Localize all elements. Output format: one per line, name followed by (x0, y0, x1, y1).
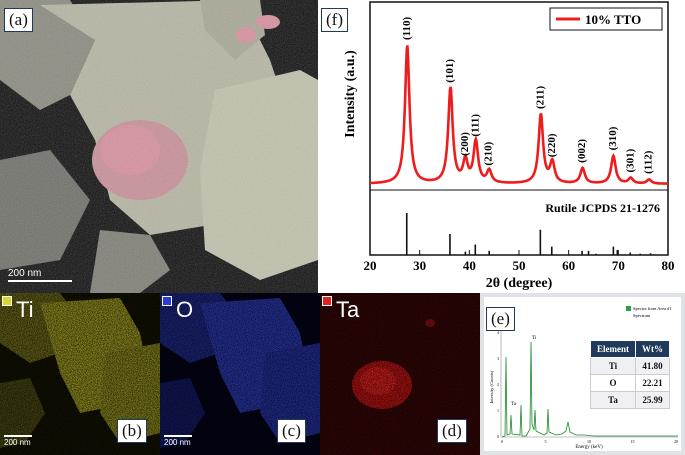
xrd-peak-labels: (110) (101) (200)(111)(210) (211) (220) (002)… (401, 16, 655, 173)
eds-legend-2: Spectrum (633, 313, 651, 318)
tem-particles-graphic (0, 0, 318, 293)
eds-spectrum-line (501, 341, 678, 438)
xrd-peak-label: (301) (624, 148, 636, 172)
xrd-tick-label: 80 (662, 258, 675, 273)
eds-xtick-label: 15 (631, 439, 635, 444)
panel-c-o-map: O 200 nm (c) (160, 293, 320, 455)
eds-xtick-label: 20 (674, 439, 678, 444)
eds-cell-wt: 41.80 (635, 357, 670, 375)
o-color-swatch (162, 296, 172, 306)
xrd-xlabel: 2θ (degree) (486, 276, 553, 291)
scalebar-text: 200 nm (4, 438, 31, 447)
scalebar-text: 200 nm (8, 268, 42, 279)
panel-b-scalebar: 200 nm (4, 434, 32, 447)
eds-table-header-element: Element (590, 340, 636, 358)
eds-ytick-label: 4 (497, 330, 499, 335)
xrd-peak-label: (002) (576, 139, 588, 163)
xrd-peak-label: (112) (643, 150, 655, 174)
eds-xtick-label: 5 (545, 439, 547, 444)
o-element-label: O (176, 297, 194, 322)
panel-a-scalebar: 200 nm (8, 268, 72, 282)
eds-ylabel: Intensity (Counts) (489, 370, 494, 403)
eds-plot-area: 0 1 2 3 4 0 5 10 15 20 Ti Ta Energy (keV) Intensi… (484, 297, 681, 451)
eds-cell-element: Ti (590, 357, 636, 375)
xrd-ylabel: Intensity (a.u.) (343, 50, 358, 138)
eds-ytick-label: 3 (497, 356, 499, 361)
xrd-tick-label: 30 (413, 258, 426, 273)
xrd-tick-label: 60 (562, 258, 575, 273)
xrd-tick-label: 20 (364, 258, 377, 273)
ti-element-label: Ti (16, 297, 34, 322)
xrd-svg: (110) (101) (200)(111)(210) (211) (220) (002)… (343, 1, 675, 291)
xrd-peak-label: (200) (459, 132, 471, 156)
eds-svg: 0 1 2 3 4 0 5 10 15 20 Ti Ta Energy (keV) Intensi… (489, 306, 678, 450)
panel-c-label: (c) (277, 419, 306, 443)
ta-color-swatch (322, 296, 332, 306)
panel-e-eds: 0 1 2 3 4 0 5 10 15 20 Ti Ta Energy (keV) Intensi… (480, 293, 685, 455)
xrd-peak-label: (220) (546, 133, 558, 157)
eds-xtick-label: 0 (501, 439, 503, 444)
eds-cell-element: O (590, 374, 636, 392)
xrd-series-line (370, 45, 668, 185)
xrd-tick-label: 70 (612, 258, 625, 273)
xrd-peak-label: (211) (534, 85, 546, 109)
xrd-legend-box (549, 7, 663, 31)
eds-ytick-label: 0 (497, 434, 499, 439)
eds-xtick-label: 10 (587, 439, 591, 444)
xrd-legend-text: 10% TTO (585, 12, 641, 27)
xrd-peak-label: (111) (469, 114, 481, 137)
eds-cell-element: Ta (590, 391, 636, 409)
eds-legend-swatch (626, 306, 631, 311)
panel-f-label: (f) (321, 8, 348, 32)
panel-b-label: (b) (117, 419, 147, 443)
panel-a-label: (a) (4, 8, 33, 32)
eds-peak-label-ti: Ti (532, 336, 537, 341)
ta-element-label: Ta (336, 297, 360, 322)
eds-peak-label-ta: Ta (511, 402, 517, 407)
eds-cell-wt: 25.99 (635, 391, 670, 409)
ti-map-graphic (0, 293, 160, 455)
eds-legend-1: Spectra from Area #1 (633, 306, 672, 311)
panel-d-ta-map: Ta (d) (320, 293, 480, 455)
panel-f-xrd-chart: (110) (101) (200) (111) (210) (211) (220) (002)… (318, 0, 685, 295)
eds-composition-table: Element Wt% Ti 41.80 O 22.21 Ta 25.99 (590, 340, 670, 409)
xrd-reference-label: Rutile JCPDS 21-1276 (545, 201, 660, 215)
xrd-tick-label: 50 (513, 258, 526, 273)
xrd-xticks: 20 30 40 50 60 70 80 (364, 250, 675, 273)
panel-e-label: (e) (486, 307, 515, 331)
eds-ytick-label: 2 (497, 382, 499, 387)
xrd-peak-label: (110) (401, 16, 413, 40)
xrd-peak-label: (310) (607, 126, 619, 150)
xrd-plot-frame (369, 1, 669, 256)
xrd-reference-lines (405, 213, 652, 255)
eds-cell-wt: 22.21 (635, 374, 670, 392)
table-row: O 22.21 (590, 374, 670, 392)
scalebar-text: 200 nm (164, 438, 191, 447)
eds-table-header-wt: Wt% (635, 340, 670, 358)
panel-a-tem-image: (a) 200 nm (0, 0, 318, 293)
xrd-tick-label: 40 (463, 258, 476, 273)
xrd-peak-label: (101) (444, 59, 456, 83)
ti-color-swatch (2, 296, 12, 306)
panel-d-label: (d) (437, 419, 467, 443)
panel-c-scalebar: 200 nm (164, 434, 192, 447)
eds-xlabel: Energy (keV) (575, 445, 603, 450)
xrd-peak-label: (210) (483, 141, 495, 165)
panel-b-ti-map: Ti 200 nm (b) (0, 293, 160, 455)
table-row: Ta 25.99 (590, 391, 670, 409)
ta-map-graphic (320, 293, 480, 455)
eds-ytick-label: 1 (497, 408, 499, 413)
table-row: Ti 41.80 (590, 357, 670, 375)
